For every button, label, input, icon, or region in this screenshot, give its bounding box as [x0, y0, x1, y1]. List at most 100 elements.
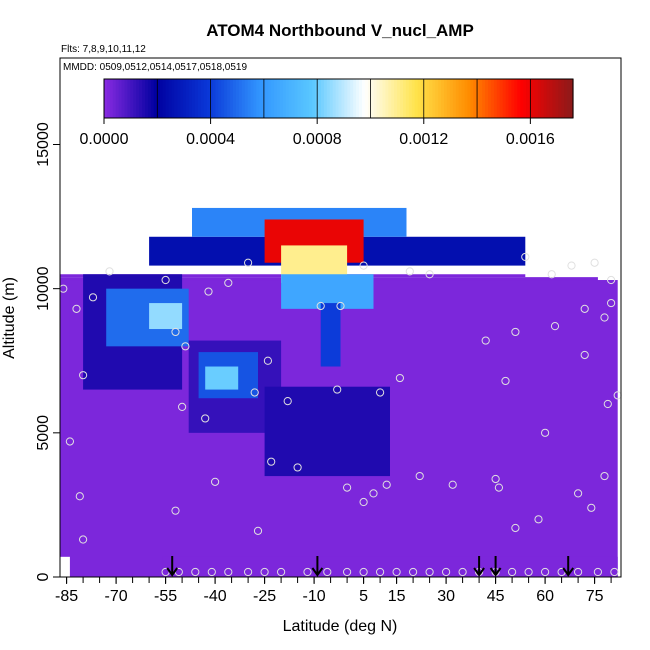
- colorbar-segment: [177, 79, 181, 118]
- sample-point-ground: [191, 567, 200, 577]
- sample-point: [72, 304, 81, 313]
- colorbar-segment: [326, 79, 331, 118]
- sample-point: [181, 342, 190, 351]
- sample-point: [550, 322, 560, 331]
- sample-point: [161, 275, 170, 285]
- x-tick-label: 30: [437, 588, 455, 605]
- sample-point: [382, 480, 391, 489]
- colorbar-segment: [150, 79, 155, 118]
- colorbar-segment: [370, 79, 375, 118]
- sample-point-ground: [303, 567, 312, 577]
- colorbar-segment: [104, 79, 108, 118]
- sample-point: [567, 261, 576, 270]
- sample-point: [293, 463, 302, 472]
- colorbar-segment: [385, 79, 389, 118]
- colorbar-segment: [106, 79, 111, 118]
- sample-point: [521, 252, 530, 262]
- colorbar-segment: [526, 79, 530, 118]
- sample-point: [376, 388, 385, 397]
- colorbar-segment: [567, 79, 571, 118]
- colorbar-segment: [546, 79, 551, 118]
- colorbar-segment: [350, 79, 354, 118]
- sample-point-ground: [244, 567, 253, 577]
- colorbar-tick-label: 0.0016: [506, 131, 555, 148]
- colorbar-segment: [276, 79, 281, 118]
- colorbar-segment: [485, 79, 489, 118]
- sample-point: [333, 385, 342, 394]
- colorbar-segment: [517, 79, 521, 118]
- sample-point: [211, 477, 220, 486]
- dates-note: MMDD: 0509,0512,0514,0517,0518,0519: [63, 62, 247, 73]
- colorbar-segment: [309, 79, 313, 118]
- colorbar-segment: [156, 79, 161, 118]
- colorbar-segment: [268, 79, 272, 118]
- x-tick-label: -85: [55, 588, 78, 605]
- colorbar-segment: [426, 79, 430, 118]
- sample-point: [580, 304, 589, 313]
- colorbar-segment: [227, 79, 231, 118]
- colorbar-segment: [473, 79, 477, 118]
- colorbar-segment: [543, 79, 548, 118]
- colorbar-segment: [414, 79, 419, 118]
- colorbar-segment: [508, 79, 513, 118]
- sample-point: [425, 270, 434, 279]
- sample-point: [405, 267, 414, 276]
- colorbar: 0.0000 0.0004 0.0008 0.0012 0.0016: [80, 78, 574, 148]
- colorbar-segment: [142, 79, 146, 118]
- colorbar-segment: [109, 79, 114, 118]
- sample-point: [574, 489, 583, 498]
- x-tick-label: -70: [105, 588, 128, 605]
- sample-point: [359, 497, 368, 507]
- heatmap-feature-mid-blob-peak: [205, 366, 239, 390]
- colorbar-segment: [417, 79, 422, 118]
- colorbar-segment: [265, 79, 269, 118]
- sample-point: [491, 474, 500, 484]
- colorbar-segment: [183, 79, 187, 118]
- flight-arrow: [562, 556, 575, 577]
- sample-point: [494, 483, 503, 492]
- colorbar-segment: [136, 79, 140, 118]
- colorbar-segment: [411, 79, 416, 118]
- sample-point: [79, 371, 88, 380]
- colorbar-segment: [441, 79, 445, 118]
- colorbar-segment: [215, 79, 219, 118]
- colorbar-segment: [367, 79, 372, 118]
- sample-point: [244, 258, 253, 267]
- sample-point: [224, 278, 233, 287]
- colorbar-segment: [153, 79, 158, 118]
- colorbar-segment: [382, 79, 386, 118]
- colorbar-segment: [496, 79, 501, 118]
- colorbar-segment: [455, 79, 460, 118]
- colorbar-segment: [470, 79, 474, 118]
- y-tick-label: 15000: [35, 122, 52, 167]
- colorbar-segment: [452, 79, 457, 118]
- colorbar-segment: [420, 79, 425, 118]
- colorbar-segment: [168, 79, 173, 118]
- flight-arrow: [489, 556, 502, 577]
- colorbar-segment: [253, 79, 258, 118]
- colorbar-segment: [297, 79, 301, 118]
- x-axis: -85 -70 -55 -40 -25 -10 5 15 30 45 60 75: [55, 577, 612, 605]
- sample-point: [253, 526, 263, 535]
- colorbar-segment: [212, 79, 216, 118]
- sample-point: [607, 275, 616, 285]
- colorbar-segment: [537, 79, 542, 118]
- colorbar-segment: [162, 79, 167, 118]
- colorbar-segment: [118, 79, 123, 118]
- colorbar-segment: [191, 79, 196, 118]
- colorbar-segment: [359, 79, 363, 118]
- colorbar-segment: [180, 79, 184, 118]
- x-tick-label: -10: [303, 588, 326, 605]
- colorbar-segment: [505, 79, 510, 118]
- colorbar-segment: [529, 79, 533, 118]
- x-tick-label: 75: [586, 588, 604, 605]
- colorbar-segment: [564, 79, 568, 118]
- colorbar-tick-label: 0.0000: [80, 131, 129, 148]
- sample-point: [171, 327, 180, 337]
- colorbar-segment: [194, 79, 199, 118]
- x-tick-label: 5: [359, 588, 368, 605]
- colorbar-segment: [373, 79, 378, 118]
- sample-point: [534, 515, 543, 524]
- sample-point: [178, 402, 187, 411]
